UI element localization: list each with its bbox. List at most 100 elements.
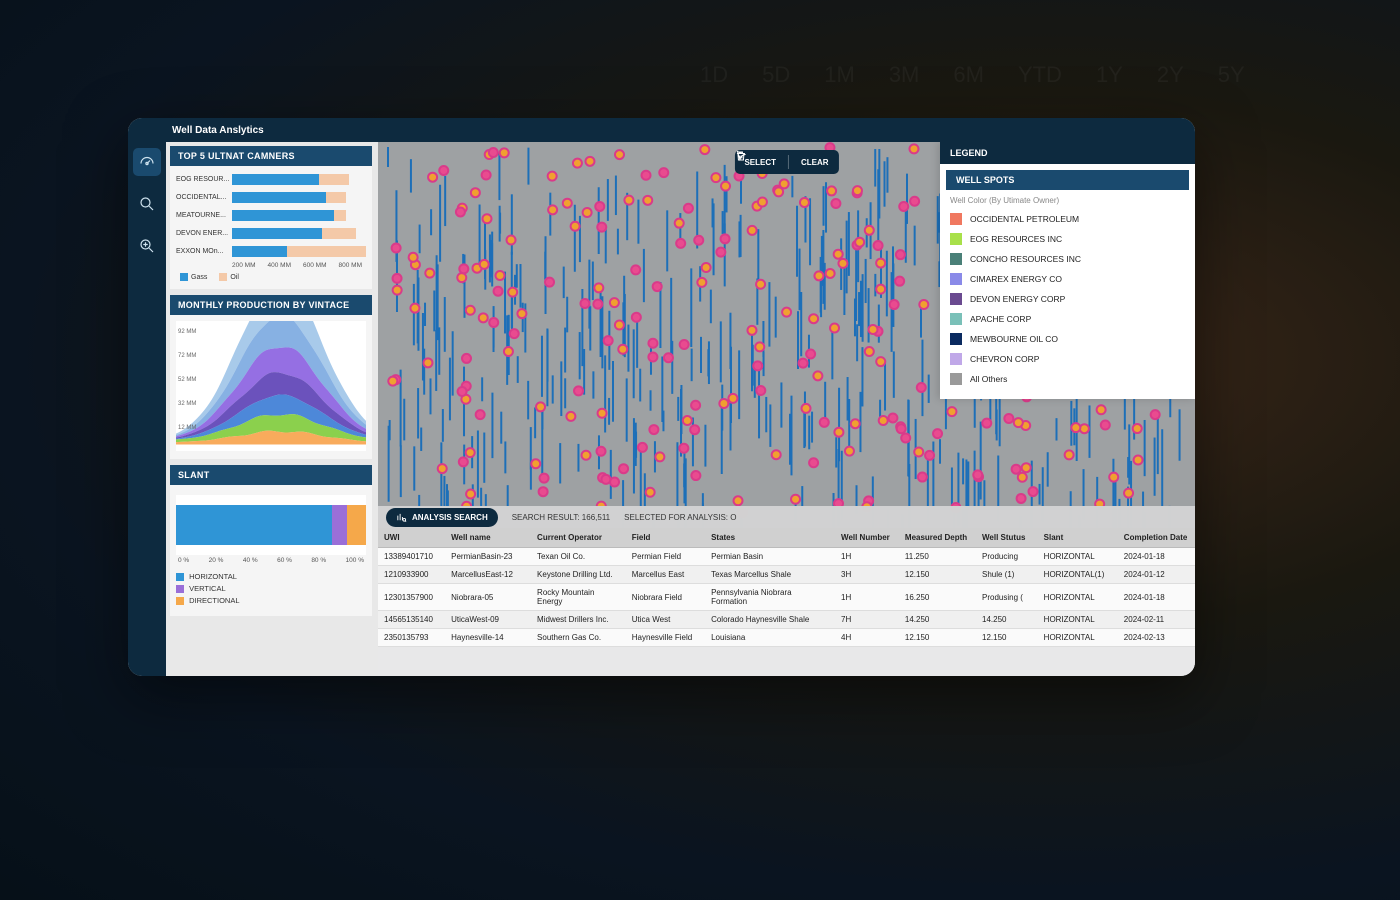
top5-row: EOG RESOUR... [176,172,366,187]
table-cell: Producing [976,548,1038,566]
table-col-header[interactable]: States [705,528,835,548]
search-result-count: SEARCH RESULT: 166,511 [512,513,610,522]
top5-label: DEVON ENER... [176,230,232,237]
table-cell: 2024-01-18 [1118,584,1195,611]
top5-label: EXXON MOn... [176,248,232,255]
table-cell: 11.250 [899,548,976,566]
top5-row: OCCIDENTAL... [176,190,366,205]
table-cell: Haynesville-14 [445,629,531,647]
table-cell: 4H [835,629,899,647]
map-controls: SELECT CLEAR [734,150,838,174]
top5-row: EXXON MOn... [176,244,366,259]
legend-label: CIMAREX ENERGY CO [970,274,1062,284]
table-cell: HORIZONTAL [1038,611,1118,629]
legend-label: APACHE CORP [970,314,1031,324]
slant-legend-item: DIRECTIONAL [176,596,366,605]
legend-note: Well Color (By Utimate Owner) [940,190,1195,207]
table-col-header[interactable]: Measured Depth [899,528,976,548]
slant-chart: 0 %20 %40 %60 %80 %100 % HORIZONTAL VERT… [170,485,372,616]
table-cell: Midwest Drillers Inc. [531,611,626,629]
legend-label: EOG RESOURCES INC [970,234,1062,244]
legend-item[interactable]: DEVON ENERGY CORP [950,289,1185,309]
table-cell: 1210933900 [378,566,445,584]
table-cell: 2024-02-11 [1118,611,1195,629]
legend-label: OCCIDENTAL PETROLEUM [970,214,1079,224]
table-cell: Permian Field [626,548,705,566]
monthly-ytick: 12 MM [178,425,196,431]
legend-title: LEGEND [940,142,1195,164]
monthly-header: MONTHLY PRODUCTION BY VINTACE [170,295,372,315]
app-title: Well Data Anslytics [172,125,264,136]
analysis-search-btn[interactable]: ANALYSIS SEARCH [386,508,498,527]
legend-panel: LEGEND WELL SPOTS Well Color (By Utimate… [940,142,1195,399]
results-bar: ANALYSIS SEARCH SEARCH RESULT: 166,511 S… [378,506,1195,528]
nav-zoom[interactable] [133,232,161,260]
table-cell: Louisiana [705,629,835,647]
legend-swatch [950,233,962,245]
table-cell: 14.250 [899,611,976,629]
slant-seg [332,505,347,545]
table-cell: Colorado Haynesville Shale [705,611,835,629]
legend-swatch [950,353,962,365]
chart-search-icon [396,512,407,523]
top5-bar-gas [232,246,287,257]
table-cell: HORIZONTAL [1038,584,1118,611]
table-cell: 12.150 [899,566,976,584]
table-col-header[interactable]: Well Number [835,528,899,548]
table-col-header[interactable]: Slant [1038,528,1118,548]
table-row[interactable]: 2350135793Haynesville-14Southern Gas Co.… [378,629,1195,647]
slant-seg [347,505,366,545]
table-col-header[interactable]: Well name [445,528,531,548]
table-cell: Shule (1) [976,566,1038,584]
top5-legend: GassOil [180,273,366,281]
legend-item[interactable]: CHEVRON CORP [950,349,1185,369]
table-col-header[interactable]: UWI [378,528,445,548]
table-cell: HORIZONTAL(1) [1038,566,1118,584]
table-row[interactable]: 12301357900Niobrara-05Rocky Mountain Ene… [378,584,1195,611]
table-row[interactable]: 13389401710PermianBasin-23Texan Oil Co.P… [378,548,1195,566]
table-cell: HORIZONTAL [1038,629,1118,647]
monthly-ytick: 32 MM [178,401,196,407]
trash-icon [734,150,746,162]
table-cell: 16.250 [899,584,976,611]
table-cell: UticaWest-09 [445,611,531,629]
map-clear-btn[interactable]: CLEAR [795,158,835,167]
table-col-header[interactable]: Field [626,528,705,548]
table-col-header[interactable]: Well Stutus [976,528,1038,548]
legend-swatch [950,373,962,385]
table-cell: Texan Oil Co. [531,548,626,566]
table-cell: Niobrara-05 [445,584,531,611]
table-cell: 14.250 [976,611,1038,629]
monthly-ytick: 92 MM [178,329,196,335]
nav-search[interactable] [133,190,161,218]
top5-bar-gas [232,174,319,185]
table-row[interactable]: 14565135140UticaWest-09Midwest Drillers … [378,611,1195,629]
top5-chart: EOG RESOUR... OCCIDENTAL... MEATOURNE...… [170,166,372,289]
legend-item[interactable]: CIMAREX ENERGY CO [950,269,1185,289]
table-col-header[interactable]: Completion Date [1118,528,1195,548]
bg-timescale: 1D5D1M3M6MYTD1Y2Y5Y [700,62,1279,88]
legend-item[interactable]: All Others [950,369,1185,389]
nav-dashboard[interactable] [133,148,161,176]
table-row[interactable]: 1210933900MarcellusEast-12Keystone Drill… [378,566,1195,584]
table-cell: 12301357900 [378,584,445,611]
results-panel: ANALYSIS SEARCH SEARCH RESULT: 166,511 S… [378,506,1195,676]
top5-bar-oil [326,192,346,203]
top5-label: MEATOURNE... [176,212,232,219]
legend-item[interactable]: CONCHO RESOURCES INC [950,249,1185,269]
legend-item[interactable]: MEWBOURNE OIL CO [950,329,1185,349]
table-cell: 12.150 [899,629,976,647]
slant-legend-item: HORIZONTAL [176,572,366,581]
legend-item[interactable]: OCCIDENTAL PETROLEUM [950,209,1185,229]
table-col-header[interactable]: Current Operator [531,528,626,548]
table-cell: Utica West [626,611,705,629]
top5-bar-oil [287,246,366,257]
table-cell: 2024-02-13 [1118,629,1195,647]
legend-item[interactable]: APACHE CORP [950,309,1185,329]
legend-label: MEWBOURNE OIL CO [970,334,1058,344]
legend-item[interactable]: EOG RESOURCES INC [950,229,1185,249]
slant-header: SLANT [170,465,372,485]
monthly-ytick: 52 MM [178,377,196,383]
gauge-icon [138,153,156,171]
table-cell: Permian Basin [705,548,835,566]
